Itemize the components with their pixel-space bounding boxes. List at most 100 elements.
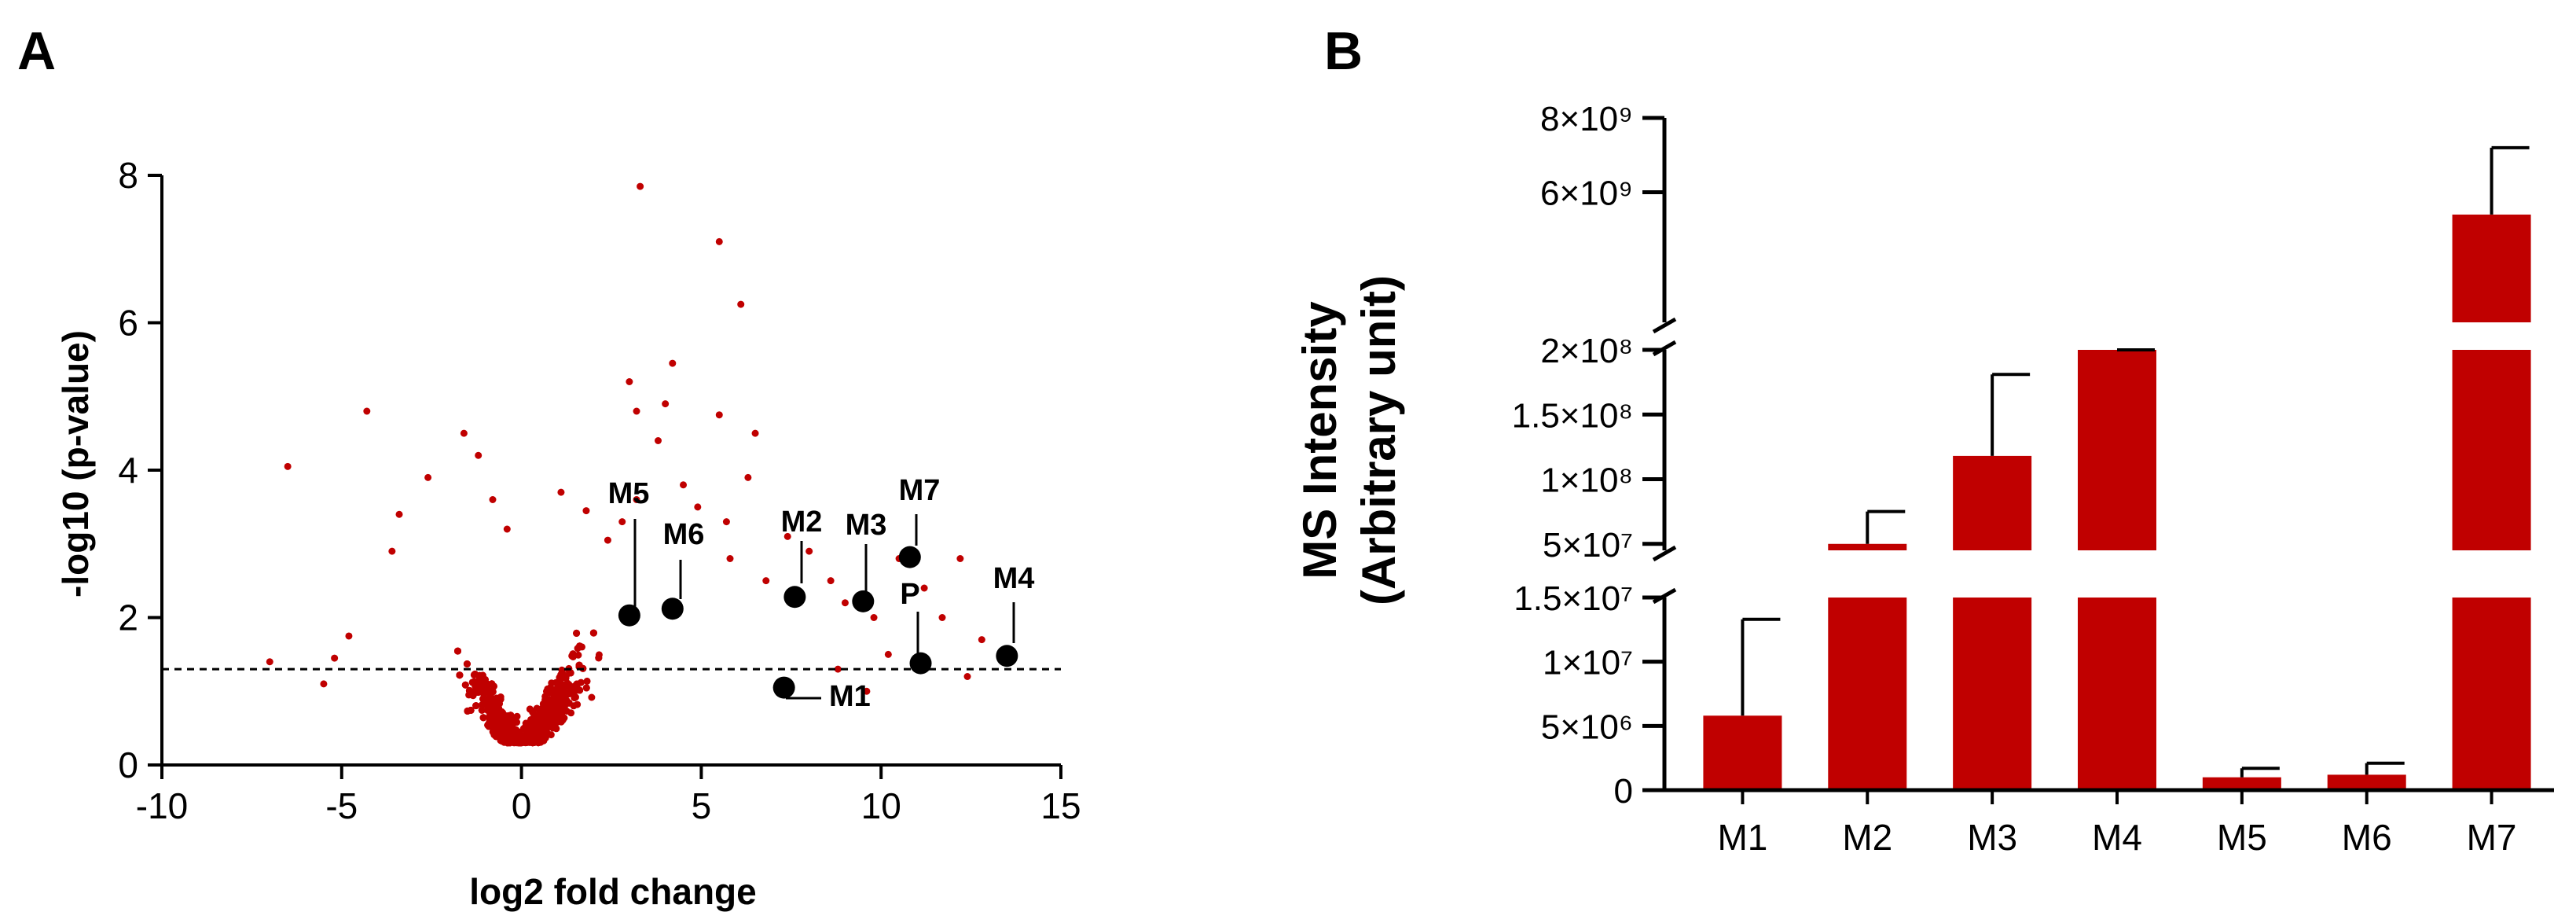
background-point [388, 547, 396, 555]
y-tick-label: 2×10⁸ [1540, 332, 1633, 370]
highlighted-point [772, 676, 795, 699]
y-tick-label: 6×10⁹ [1540, 175, 1633, 213]
category-label: M7 [2467, 817, 2517, 858]
background-point [583, 677, 591, 685]
background-point [633, 496, 640, 503]
background-point [472, 702, 480, 710]
y-tick-label: 1.5×10⁸ [1512, 396, 1633, 435]
background-point [841, 599, 849, 607]
y-axis-title-line2: (Arbitrary unit) [1352, 275, 1405, 605]
bar-axes: M1 M2 M3 M4 M5 M6 M7 0 5×10⁶ 1×10⁷ 1.5×10⁷ 5×10⁷ 1×1… [1512, 100, 2554, 858]
background-point [574, 701, 582, 708]
background-point [465, 686, 473, 694]
background-point [502, 712, 510, 720]
axis-break-mark [1652, 317, 1677, 334]
background-point [956, 555, 964, 562]
background-point [479, 701, 486, 709]
bar-m6 [2327, 774, 2406, 790]
background-point [266, 658, 273, 666]
background-point [363, 407, 371, 415]
background-point [475, 451, 483, 459]
background-point [490, 701, 498, 709]
background-point [762, 577, 770, 585]
background-point [395, 510, 403, 518]
background-point [582, 507, 590, 515]
y-tick-label: 4 [118, 450, 138, 491]
category-label: M3 [1967, 817, 2017, 858]
background-point [805, 547, 813, 555]
background-point [502, 738, 510, 746]
background-point [464, 707, 472, 715]
background-point [569, 653, 577, 660]
background-point [470, 678, 478, 686]
x-tick-label: 0 [512, 785, 532, 826]
axis-break-mark [1652, 545, 1677, 562]
background-point [783, 532, 791, 540]
background-point [456, 671, 464, 679]
background-point [920, 584, 928, 592]
volcano-plot: -10 -5 0 5 10 15 0 2 4 6 8 M1 M2 M3 M4 M5 M6 M7 P log2 fo… [55, 155, 1081, 912]
background-point [618, 518, 626, 526]
x-tick-label: 5 [692, 785, 712, 826]
y-tick-label: 6 [118, 303, 138, 344]
background-point [751, 429, 759, 437]
background-point [565, 690, 573, 697]
bar-m4 [2078, 598, 2156, 790]
bars [1703, 145, 2531, 790]
x-tick-label: -5 [325, 785, 358, 826]
background-point [567, 669, 574, 677]
category-label: M4 [2092, 817, 2142, 858]
highlighted-point [909, 652, 932, 675]
background-point [834, 665, 842, 673]
bar-m2 [1828, 598, 1907, 790]
y-tick-label: 5×10⁷ [1543, 526, 1633, 564]
background-point [508, 734, 516, 741]
background-point [595, 654, 603, 662]
background-point [543, 714, 550, 722]
background-point [694, 503, 702, 511]
background-point [978, 636, 985, 644]
background-point [715, 237, 723, 245]
bar-m3 [1953, 455, 2032, 550]
bar-m7 [2452, 214, 2531, 322]
background-point [559, 683, 567, 691]
background-point [520, 725, 528, 733]
y-tick-label: 8 [118, 155, 138, 196]
y-axis-title-line1: MS Intensity [1294, 301, 1346, 579]
x-tick-label: 10 [861, 785, 901, 826]
background-point [494, 722, 501, 729]
background-point [557, 718, 565, 726]
background-point [737, 300, 745, 308]
volcano-axes: -10 -5 0 5 10 15 0 2 4 6 8 [118, 155, 1081, 826]
background-point [486, 723, 494, 730]
background-point [575, 661, 583, 669]
y-axis-title: -log10 (p-value) [55, 330, 96, 598]
background-point [633, 407, 640, 415]
x-tick-label: 15 [1040, 785, 1081, 826]
highlighted-point [661, 598, 684, 620]
background-point [454, 647, 461, 655]
background-point [626, 378, 633, 385]
background-point [534, 736, 541, 744]
background-point [576, 686, 584, 694]
background-point [938, 614, 946, 621]
background-point [582, 684, 590, 692]
panel-b-label: B [1324, 21, 1363, 81]
point-label: M1 [829, 680, 871, 713]
background-point [529, 708, 537, 716]
background-point [461, 681, 469, 689]
bar-m7 [2452, 598, 2531, 790]
background-points [266, 182, 985, 747]
background-point [463, 660, 471, 667]
background-point [331, 654, 339, 662]
background-point [576, 642, 584, 650]
highlighted-point [852, 590, 875, 612]
y-tick-label: 2 [118, 598, 138, 638]
highlighted-point [898, 546, 921, 568]
background-point [557, 488, 565, 496]
bar-m1 [1703, 715, 1782, 790]
background-point [493, 694, 501, 702]
background-point [501, 729, 509, 737]
x-axis-title: log2 fold change [469, 871, 756, 912]
